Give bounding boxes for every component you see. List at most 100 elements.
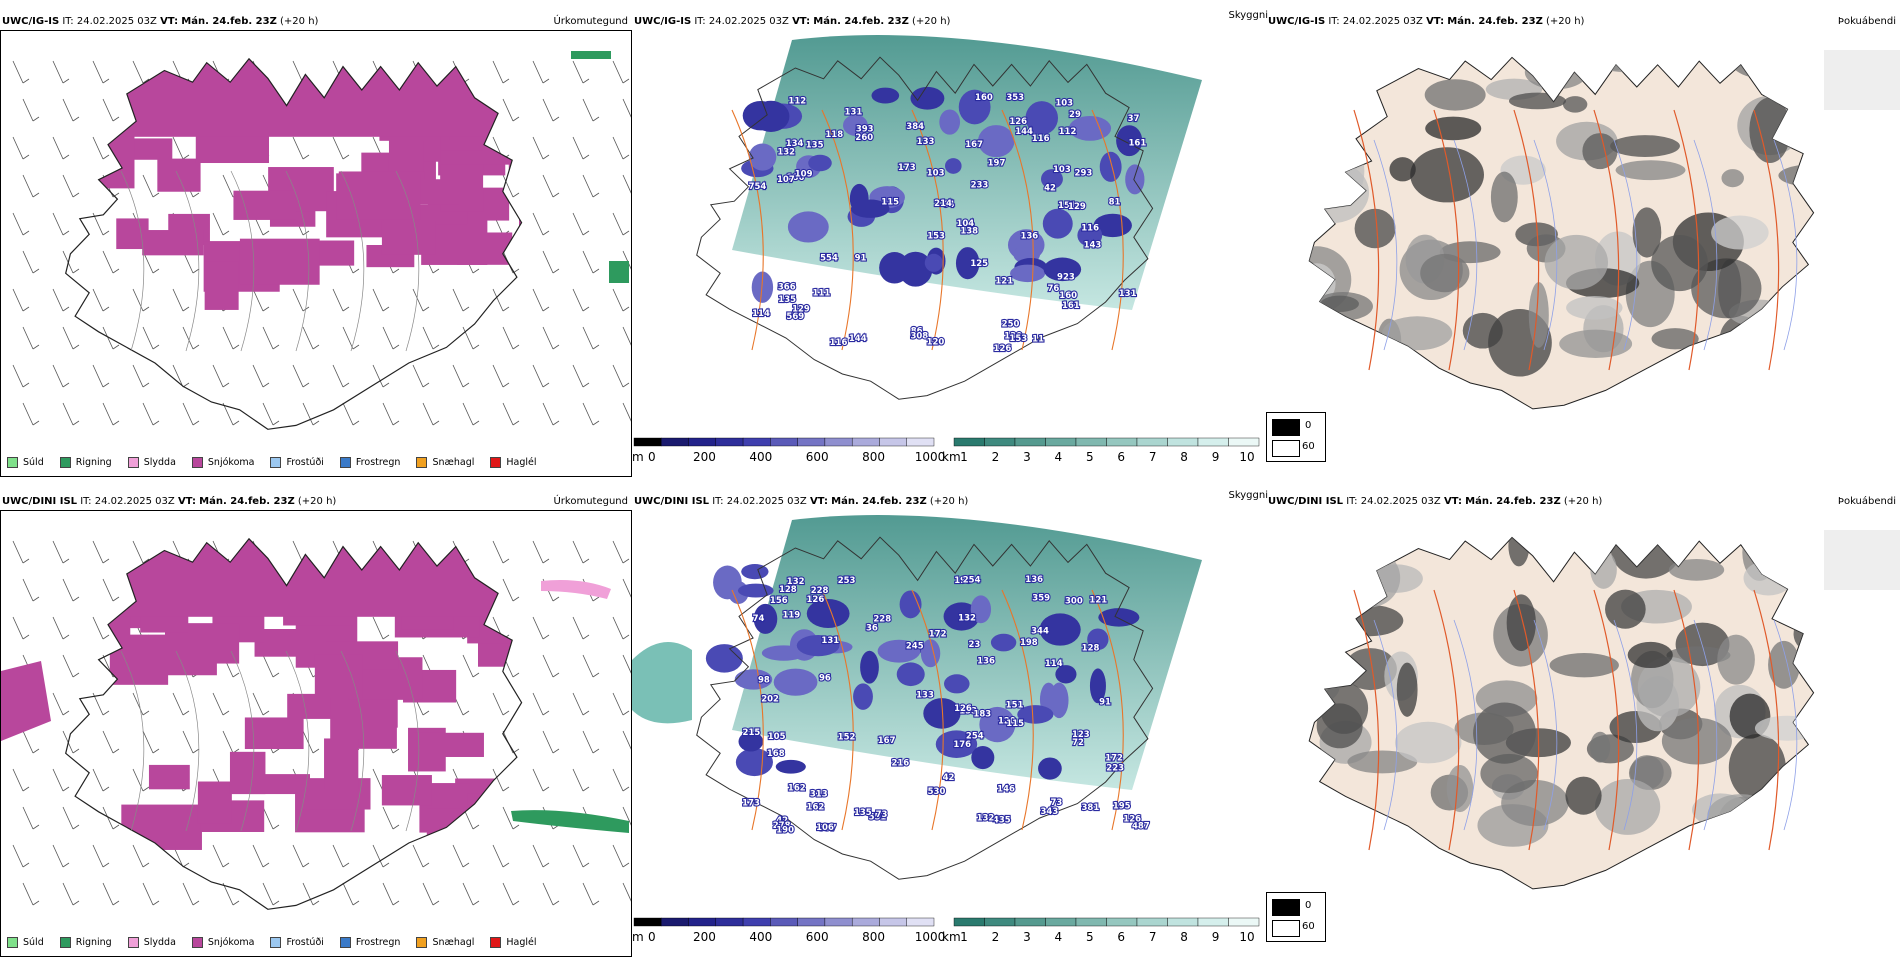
wind-barb	[422, 882, 440, 906]
colorbar-tick: 0	[648, 930, 656, 944]
colorbar-cell	[742, 917, 771, 927]
cloud-cell	[761, 645, 806, 661]
legend-item: Frostregn	[339, 456, 400, 468]
cloud-cell	[1042, 208, 1073, 239]
legend-swatch	[127, 936, 139, 948]
colorbar-tick: 600	[806, 930, 829, 944]
wind-barb	[252, 364, 270, 388]
wind-barb	[612, 692, 630, 716]
cloud-cell	[752, 100, 790, 132]
snow-cell	[517, 154, 522, 201]
colorbar-cell	[953, 917, 985, 927]
river	[1613, 139, 1638, 351]
visibility-label: 136	[1020, 232, 1038, 242]
colorbar-cell	[1228, 917, 1260, 927]
road	[1091, 589, 1124, 831]
wind-barb	[52, 692, 70, 716]
wind-barb	[92, 60, 110, 84]
wind-barb	[292, 364, 310, 388]
fog-cell	[1637, 656, 1701, 718]
visibility-label: 130	[1004, 331, 1022, 341]
visibility-label: 91	[855, 253, 867, 263]
fog-cell	[1711, 215, 1769, 250]
visibility-label: 366	[778, 283, 796, 293]
legend-label: Snæhagl	[432, 936, 475, 948]
visibility-label: 162	[807, 803, 825, 813]
wind-barb	[182, 402, 200, 426]
river	[1773, 139, 1798, 351]
wind-barb	[12, 60, 30, 84]
fog-shade-legend-bottom: 0 60	[1266, 892, 1326, 942]
visibility-label: 245	[906, 642, 924, 652]
wind-barb	[142, 402, 160, 426]
wind-barb	[12, 844, 30, 868]
snow-cell	[457, 232, 513, 265]
visibility-label: 135	[806, 141, 824, 151]
cloud-cell	[977, 125, 1015, 158]
vt-label: VT:	[792, 16, 811, 27]
cloud-cell	[843, 114, 868, 136]
wind-barb	[102, 578, 120, 602]
visibility-label: 107	[777, 175, 795, 185]
colorbar-visibility: km 1 2 3 4 5 6 7 8 9 10	[942, 437, 1260, 464]
snow-cell	[195, 134, 270, 164]
wind-barb	[572, 768, 590, 792]
it-value: 24.02.2025 03Z	[76, 16, 157, 27]
wind-barb	[302, 730, 320, 754]
wind-barb	[52, 768, 70, 792]
it-label: IT:	[1346, 496, 1358, 507]
wind-barb	[52, 616, 70, 640]
road	[821, 109, 854, 351]
wind-barb	[92, 136, 110, 160]
colorbar-tick: 6	[1117, 930, 1125, 944]
cloud-cell	[923, 698, 961, 729]
visibility-label: 254	[963, 575, 981, 585]
wind-barb	[22, 806, 40, 830]
legend-swatch	[59, 456, 71, 468]
visibility-label: 393	[856, 124, 874, 134]
model-name: UWC/IG-IS	[634, 16, 692, 27]
fog-cell	[1320, 295, 1359, 313]
wind-barb	[12, 364, 30, 388]
visibility-label: 554	[820, 254, 838, 264]
colorbar-unit: m	[632, 930, 644, 944]
legend-swatch	[127, 456, 139, 468]
colorbar-tick: 1	[960, 930, 968, 944]
snow-cell	[381, 220, 436, 255]
cloud-cell	[775, 759, 806, 774]
wind-barb	[612, 60, 630, 84]
legend-label: Haglél	[506, 456, 537, 468]
fog-map	[1308, 50, 1900, 410]
fog-cell	[1721, 169, 1744, 188]
coastline	[65, 537, 523, 910]
legend-item: Rigning	[59, 936, 112, 948]
road	[1673, 109, 1700, 371]
wind-barb	[382, 806, 400, 830]
wind-barb	[142, 730, 160, 754]
colorbar-cell	[906, 437, 935, 447]
legend-swatch	[191, 456, 203, 468]
road	[1001, 589, 1034, 831]
visibility-label: 167	[965, 140, 983, 150]
visibility-label: 435	[993, 816, 1011, 826]
visibility-label: 131	[821, 636, 839, 646]
wind-barb	[622, 174, 631, 194]
road	[1433, 109, 1460, 371]
colorbar-cell	[770, 917, 798, 927]
fog-cell	[1717, 634, 1755, 685]
legend-item: Frostúði	[270, 936, 324, 948]
visibility-label: 135	[854, 808, 872, 818]
wind-barb	[462, 654, 480, 678]
wind-barb	[262, 402, 280, 426]
fog-cell	[1632, 207, 1662, 258]
wind-barb	[22, 730, 40, 754]
panel-visibility-bottom: UWC/DINI ISL IT: 24.02.2025 03Z VT: Mán.…	[632, 490, 1268, 959]
wind-barb	[102, 882, 120, 906]
visibility-label: 144	[1015, 127, 1033, 137]
visibility-map: 1981761051724351931321621531205301337212…	[632, 515, 1202, 880]
visibility-label: 254	[966, 732, 984, 742]
colorbar-tick: 8	[1180, 450, 1188, 464]
model-name: UWC/DINI ISL	[634, 496, 710, 507]
road	[1433, 589, 1460, 851]
